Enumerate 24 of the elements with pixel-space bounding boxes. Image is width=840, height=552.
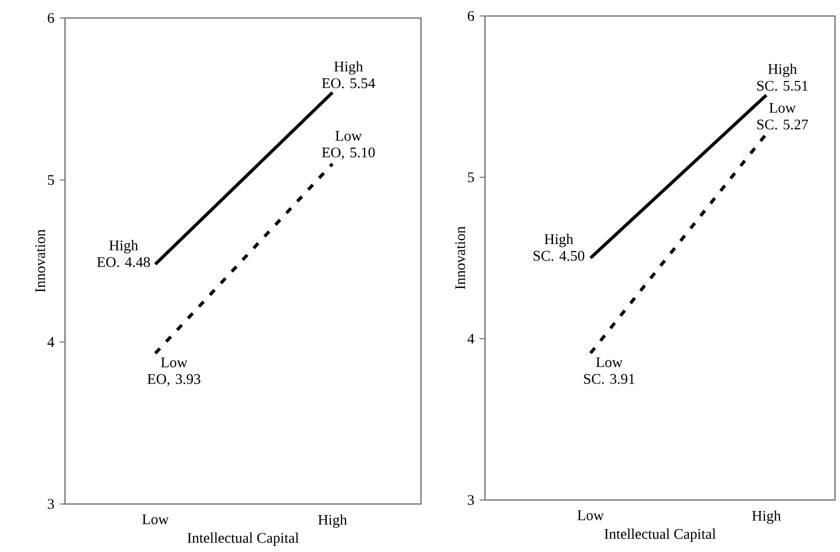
annotation: Low EO, 3.93 <box>148 358 200 386</box>
y-tick-label: 5 <box>48 175 54 185</box>
annotation: High SC. 5.51 <box>757 64 808 91</box>
x-tick-label: Low <box>142 514 169 524</box>
y-tick-label: 4 <box>467 334 474 344</box>
x-axis-title: Intellectual Capital <box>604 528 716 542</box>
y-tick-label: 6 <box>48 13 54 23</box>
annotation: High SC. 4.50 <box>534 234 584 261</box>
annotation: High EO. 5.54 <box>322 61 376 88</box>
y-tick-label: 3 <box>48 499 54 509</box>
x-tick-label: High <box>318 514 347 528</box>
annotation: Low SC. 3.91 <box>584 357 634 384</box>
x-tick-label: Low <box>578 510 604 520</box>
y-tick-label: 6 <box>468 11 474 21</box>
x-tick-label: High <box>752 510 781 524</box>
annotation: Low EO, 5.10 <box>322 131 375 160</box>
y-tick-label: 4 <box>47 337 54 347</box>
y-tick-label: 3 <box>468 495 474 505</box>
annotation: High EO. 4.48 <box>97 240 150 268</box>
y-axis-title: Innovation <box>455 226 466 290</box>
y-tick-label: 5 <box>468 172 474 182</box>
x-axis-title: Intellectual Capital <box>188 532 299 546</box>
annotation: Low SC. 5.27 <box>757 103 808 130</box>
y-axis-title: Innovation <box>35 229 46 292</box>
